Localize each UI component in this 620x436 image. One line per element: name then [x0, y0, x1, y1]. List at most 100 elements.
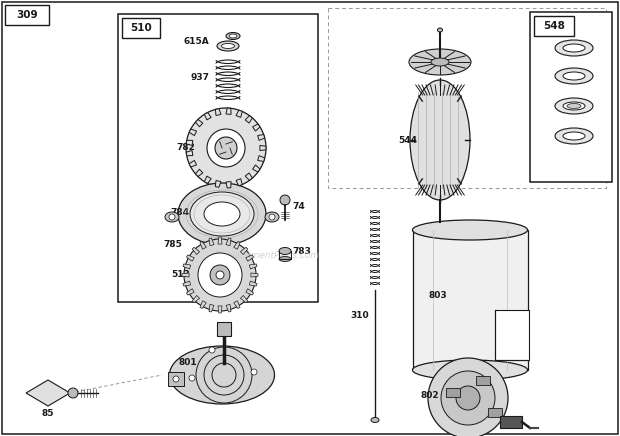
Ellipse shape [229, 34, 237, 38]
Bar [488, 408, 502, 417]
Ellipse shape [410, 80, 470, 200]
Polygon shape [226, 238, 231, 245]
Circle shape [456, 386, 480, 410]
Text: 784: 784 [170, 208, 190, 217]
Polygon shape [26, 380, 70, 406]
Text: 548: 548 [543, 21, 565, 31]
Circle shape [216, 271, 224, 279]
Bar [534, 16, 574, 36]
Circle shape [210, 265, 230, 285]
Polygon shape [200, 301, 206, 309]
Polygon shape [192, 296, 200, 303]
Ellipse shape [279, 256, 291, 262]
Ellipse shape [563, 132, 585, 140]
Polygon shape [245, 116, 252, 123]
Bar [446, 388, 460, 397]
Text: 510: 510 [130, 23, 152, 33]
Polygon shape [218, 237, 222, 244]
Circle shape [215, 137, 237, 159]
Bar [500, 416, 522, 428]
Polygon shape [215, 109, 221, 116]
Text: 310: 310 [351, 310, 370, 320]
Polygon shape [252, 165, 260, 172]
Ellipse shape [409, 49, 471, 75]
Polygon shape [226, 108, 231, 114]
Polygon shape [249, 281, 257, 286]
Ellipse shape [555, 68, 593, 84]
Ellipse shape [217, 41, 239, 51]
Polygon shape [215, 181, 221, 187]
Ellipse shape [178, 183, 266, 245]
Text: 85: 85 [42, 409, 55, 418]
Circle shape [207, 129, 245, 167]
Polygon shape [205, 112, 211, 120]
Text: 802: 802 [421, 391, 440, 399]
Circle shape [441, 371, 495, 425]
Ellipse shape [563, 72, 585, 80]
Polygon shape [258, 135, 265, 140]
Text: 782: 782 [177, 143, 195, 151]
Bar [530, 12, 612, 182]
Ellipse shape [555, 98, 593, 114]
Circle shape [173, 376, 179, 382]
Circle shape [184, 239, 256, 311]
Polygon shape [249, 264, 257, 269]
Polygon shape [187, 255, 194, 261]
Text: 783: 783 [293, 246, 311, 255]
Polygon shape [241, 296, 248, 303]
Ellipse shape [555, 40, 593, 56]
Bar [495, 310, 529, 360]
Ellipse shape [226, 33, 240, 40]
Polygon shape [189, 129, 197, 136]
Polygon shape [186, 140, 193, 146]
Text: 309: 309 [16, 10, 38, 20]
Bar [328, 8, 606, 188]
Polygon shape [245, 173, 252, 181]
Text: 74: 74 [293, 201, 306, 211]
Bar [476, 376, 490, 385]
Polygon shape [252, 124, 260, 131]
Circle shape [269, 214, 275, 220]
Circle shape [209, 347, 215, 353]
Ellipse shape [412, 220, 528, 240]
Bar [168, 372, 184, 386]
Polygon shape [182, 273, 189, 277]
Polygon shape [209, 304, 214, 312]
Polygon shape [195, 169, 203, 177]
Ellipse shape [165, 212, 179, 222]
Polygon shape [183, 281, 190, 286]
Bar [217, 322, 231, 336]
Circle shape [280, 195, 290, 205]
Polygon shape [260, 146, 266, 150]
Text: 803: 803 [428, 290, 447, 300]
Polygon shape [205, 176, 211, 184]
Polygon shape [226, 182, 231, 188]
Polygon shape [226, 304, 231, 312]
Ellipse shape [563, 102, 585, 110]
Circle shape [68, 388, 78, 398]
Polygon shape [236, 179, 242, 186]
Polygon shape [187, 289, 194, 295]
Circle shape [169, 214, 175, 220]
Polygon shape [189, 160, 197, 167]
Text: 615A: 615A [183, 37, 209, 47]
Circle shape [198, 253, 242, 297]
Text: eReplacementParts.com: eReplacementParts.com [210, 251, 320, 259]
Polygon shape [246, 255, 254, 261]
Bar [118, 14, 318, 302]
Text: 937: 937 [190, 72, 210, 82]
Polygon shape [258, 156, 265, 161]
Bar [5, 5, 49, 25]
Polygon shape [183, 264, 190, 269]
Text: 513: 513 [172, 269, 190, 279]
Text: 785: 785 [164, 239, 182, 249]
Ellipse shape [555, 128, 593, 144]
Polygon shape [209, 238, 214, 245]
Polygon shape [241, 247, 248, 255]
Ellipse shape [204, 202, 240, 226]
Polygon shape [246, 289, 254, 295]
Polygon shape [236, 110, 242, 117]
Ellipse shape [438, 28, 443, 32]
Ellipse shape [221, 44, 234, 48]
Bar [413, 230, 528, 370]
